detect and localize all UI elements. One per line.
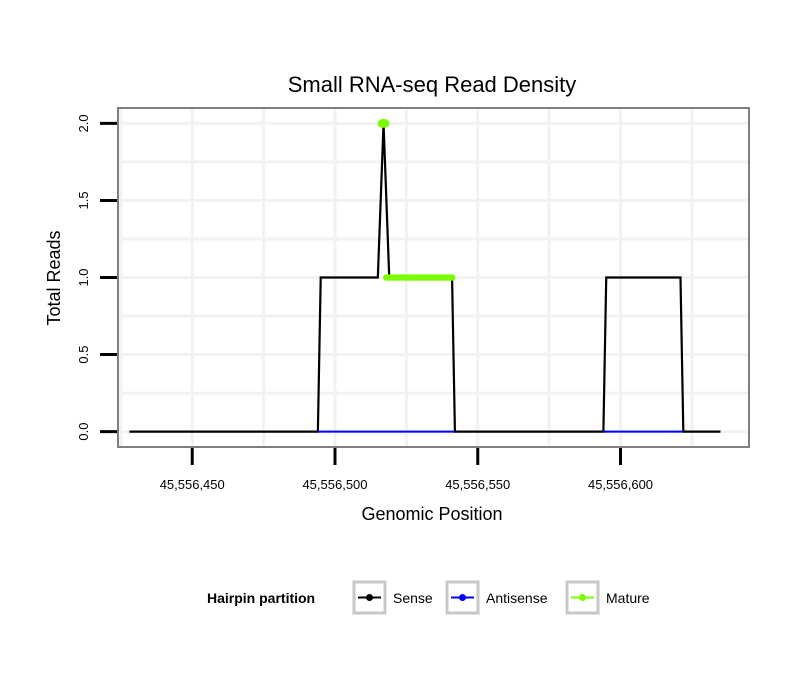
chart-title: Small RNA-seq Read Density xyxy=(288,72,577,97)
legend-label: Sense xyxy=(393,590,433,606)
legend-title: Hairpin partition xyxy=(207,590,315,606)
x-tick-label: 45,556,550 xyxy=(445,477,510,492)
series-layer xyxy=(129,118,721,433)
mature-point xyxy=(377,118,390,128)
legend-label: Mature xyxy=(606,590,650,606)
x-tick-label: 45,556,450 xyxy=(160,477,225,492)
y-axis: 0.0 0.5 1.0 1.5 2.0 xyxy=(76,114,117,441)
mature-point xyxy=(448,274,456,281)
legend-label: Antisense xyxy=(486,590,548,606)
y-tick-label: 2.0 xyxy=(76,114,91,132)
legend: Hairpin partition Sense Antisense Mature xyxy=(207,580,650,615)
x-axis-title: Genomic Position xyxy=(361,504,502,524)
legend-key-point xyxy=(459,594,466,601)
y-tick-label: 0.5 xyxy=(76,346,91,364)
y-tick-label: 1.5 xyxy=(76,191,91,209)
y-tick-label: 0.0 xyxy=(76,423,91,441)
legend-key-point xyxy=(366,594,373,601)
legend-key-point xyxy=(579,594,586,601)
x-tick-label: 45,556,500 xyxy=(302,477,367,492)
y-tick-label: 1.0 xyxy=(76,268,91,286)
plot-panel xyxy=(117,107,750,448)
x-tick-label: 45,556,600 xyxy=(588,477,653,492)
y-axis-title: Total Reads xyxy=(44,230,64,325)
plot-border xyxy=(117,107,750,448)
x-axis: 45,556,450 45,556,500 45,556,550 45,556,600 xyxy=(160,448,653,492)
